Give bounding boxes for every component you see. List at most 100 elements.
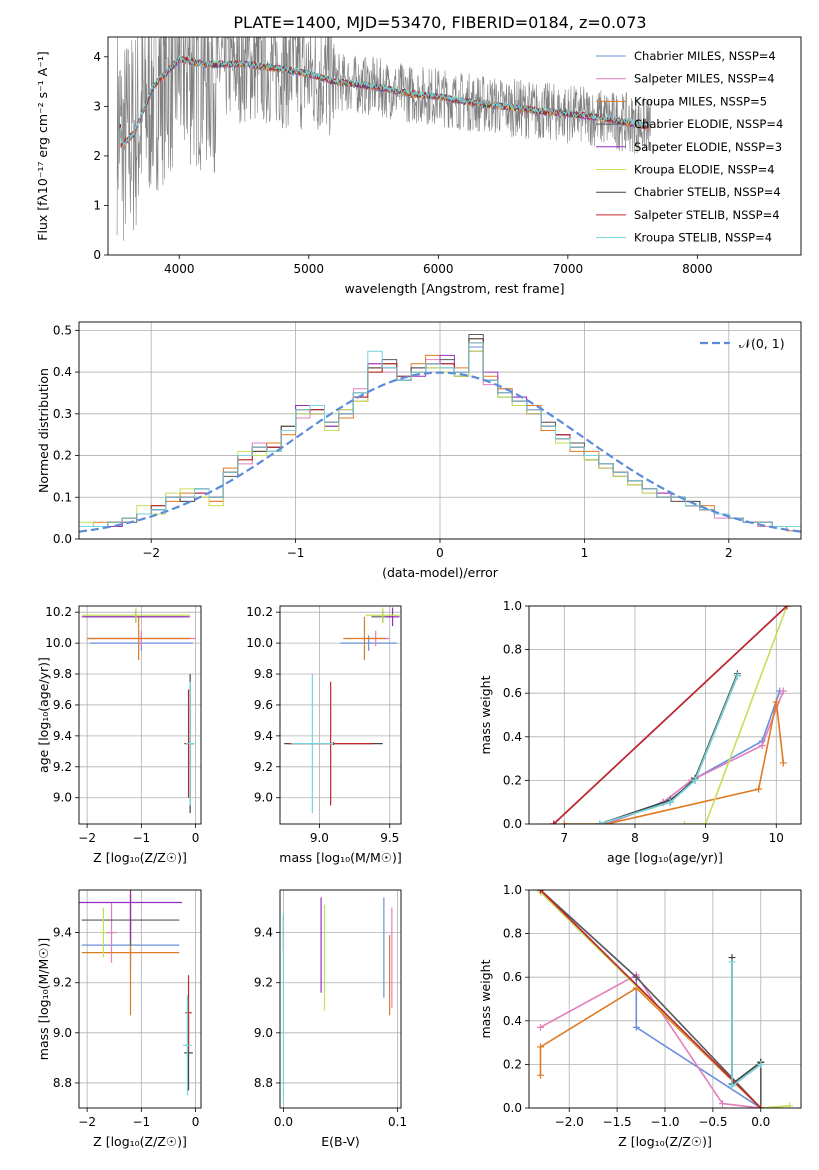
marker-salpeter_miles	[779, 687, 787, 695]
y-tick-label: 9.0	[53, 791, 72, 805]
y-tick-label: 0.0	[53, 532, 72, 546]
x-tick-label: 1	[581, 546, 589, 560]
legend-label: Salpeter STELIB, NSSP=4	[634, 208, 780, 222]
legend-label: Salpeter ELODIE, NSSP=3	[634, 140, 782, 154]
y-axis-label: mass weight	[478, 675, 493, 754]
x-tick-label: 0	[436, 546, 444, 560]
legend-label: Chabrier STELIB, NSSP=4	[634, 185, 781, 199]
marker-kroupa_miles	[560, 820, 568, 824]
x-tick-label: −2	[142, 546, 160, 560]
legend-label: Chabrier ELODIE, NSSP=4	[634, 117, 783, 131]
y-tick-label: 9.0	[53, 1026, 72, 1040]
y-tick-label: 0.8	[503, 927, 522, 941]
legend: 𝒩(0, 1)	[700, 336, 785, 351]
marker-kroupa_elodie	[786, 1102, 794, 1108]
legend-label: Kroupa ELODIE, NSSP=4	[634, 163, 775, 177]
y-tick-label: 0.2	[53, 449, 72, 463]
y-tick-label: 8.8	[53, 1076, 72, 1090]
x-tick-label: −1	[133, 831, 151, 845]
x-tick-label: 8000	[682, 262, 713, 276]
marker-kroupa_elodie	[702, 820, 710, 824]
x-axis-label: wavelength [Angstrom, rest frame]	[344, 281, 564, 296]
x-axis-label: (data-model)/error	[382, 565, 499, 580]
x-tick-label: 10	[769, 831, 784, 845]
line-salpeter_stelib	[553, 606, 788, 824]
axes-frame	[78, 889, 202, 1109]
y-tick-label: 9.4	[254, 729, 273, 743]
y-tick-label: 9.0	[254, 791, 273, 805]
marker-chabrier_elodie	[632, 973, 640, 981]
x-tick-label: 0	[192, 831, 200, 845]
x-tick-label: 9.0	[310, 831, 329, 845]
y-tick-label: 0.1	[53, 490, 72, 504]
marker-kroupa_miles	[779, 759, 787, 767]
normal-curve	[79, 371, 801, 533]
x-axis-label: Z [log₁₀(Z/Z☉)]	[618, 1134, 712, 1149]
x-tick-label: 0.0	[751, 1115, 770, 1129]
y-axis-label: Flux [fλ10⁻¹⁷ erg cm⁻² s⁻¹ A⁻¹]	[35, 51, 50, 240]
marker-salpeter_miles	[718, 1100, 726, 1108]
y-tick-label: 0.4	[503, 1014, 522, 1028]
axes-frame	[78, 321, 802, 540]
marker-salpeter_miles	[758, 742, 766, 750]
figure-title: PLATE=1400, MJD=53470, FIBERID=0184, z=0…	[233, 13, 646, 32]
legend-label: 𝒩(0, 1)	[739, 336, 785, 351]
y-tick-label: 10.2	[45, 605, 72, 619]
y-tick-label: 0.4	[503, 730, 522, 744]
y-tick-label: 0.3	[53, 407, 72, 421]
y-tick-label: 9.2	[254, 760, 273, 774]
line-chabrier_elodie	[539, 890, 762, 1108]
legend-label: Chabrier MILES, NSSP=4	[634, 49, 776, 63]
axes-frame	[528, 889, 802, 1109]
y-axis-label: Normed distribution	[36, 368, 51, 493]
y-axis-label: mass [log₁₀(M/M☉)]	[36, 938, 51, 1060]
y-tick-label: 0.4	[53, 365, 72, 379]
line-kroupa_stelib	[599, 675, 739, 824]
y-tick-label: 2	[93, 149, 101, 163]
y-tick-label: 9.6	[254, 698, 273, 712]
axes-frame	[279, 605, 402, 825]
y-tick-label: 9.8	[53, 667, 72, 681]
y-tick-label: 0.2	[503, 1057, 522, 1071]
x-tick-label: 0	[192, 1115, 200, 1129]
marker-kroupa_miles	[755, 785, 763, 793]
plot-area-mass_vs_Z	[79, 890, 193, 1096]
line-salpeter_miles	[540, 973, 761, 1108]
axes-massweight_vs_age: 7 8 9 10 0.0 0.2 0.4 0.6 0.8 1.0 age [log₁₀(age/yr…	[478, 599, 802, 865]
y-tick-label: 9.4	[53, 729, 72, 743]
axes-frame	[279, 889, 402, 1109]
x-tick-label: −1	[287, 546, 305, 560]
y-tick-label: 0.6	[503, 970, 522, 984]
plot-area-massweight_vs_Z	[536, 890, 794, 1108]
axes-mass_vs_ebv: 0.0 0.1 8.8 9.0 9.2 9.4 E(B-V)	[254, 889, 407, 1149]
y-tick-label: 9.0	[254, 1026, 273, 1040]
y-axis-label: age [log₁₀(age/yr)]	[36, 657, 51, 773]
y-tick-label: 0.5	[53, 323, 72, 337]
axes-age_vs_mass: 9.0 9.5 9.0 9.2 9.4 9.6 9.8 10.0 10.2 mass [log₁₀…	[246, 605, 401, 865]
y-axis-label: mass weight	[478, 959, 493, 1038]
marker-kroupa_stelib	[728, 1082, 736, 1090]
axes-residuals: −2 −1 0 1 2 0.0 0.1 0.2 0.3 0.4 0.5 (data-model)/er…	[36, 321, 802, 580]
x-tick-label: 5000	[294, 262, 325, 276]
x-axis-label: age [log₁₀(age/yr)]	[607, 850, 723, 865]
y-tick-label: 0.0	[503, 1101, 522, 1115]
y-tick-label: 9.8	[254, 667, 273, 681]
y-tick-label: 10.0	[246, 636, 273, 650]
line-kroupa_elodie	[684, 606, 788, 824]
marker-kroupa_miles	[536, 1071, 544, 1079]
axes-frame	[78, 605, 202, 825]
observed-spectrum	[116, 37, 653, 241]
x-axis-label: Z [log₁₀(Z/Z☉)]	[93, 850, 187, 865]
marker-kroupa_stelib	[728, 958, 736, 966]
line-kroupa_elodie	[539, 891, 790, 1108]
y-tick-label: 9.2	[254, 976, 273, 990]
y-tick-label: 1.0	[503, 883, 522, 897]
marker-chabrier_miles	[632, 1023, 640, 1031]
legend: Chabrier MILES, NSSP=4 Salpeter MILES, NS…	[596, 49, 783, 245]
legend-label: Kroupa STELIB, NSSP=4	[634, 231, 772, 245]
x-tick-label: 9.5	[380, 831, 399, 845]
y-tick-label: 0.8	[503, 643, 522, 657]
y-tick-label: 9.4	[254, 926, 273, 940]
y-tick-label: 4	[93, 50, 101, 64]
marker-kroupa_stelib	[733, 672, 741, 680]
